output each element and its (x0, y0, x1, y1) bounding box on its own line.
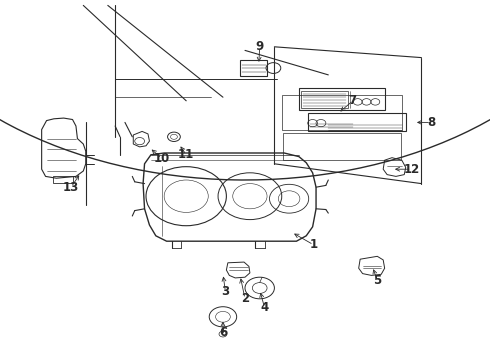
Text: 1: 1 (310, 238, 318, 251)
Bar (53, 176, 73, 183)
Bar (299, 88, 385, 110)
Bar (283, 133, 401, 160)
Text: 13: 13 (63, 181, 79, 194)
Text: 11: 11 (178, 148, 195, 161)
Text: 2: 2 (241, 292, 249, 305)
Text: 8: 8 (427, 116, 435, 129)
Text: 4: 4 (261, 301, 269, 314)
Text: 5: 5 (373, 274, 381, 287)
Text: 3: 3 (221, 285, 229, 298)
Text: 12: 12 (403, 163, 420, 176)
Bar (308, 113, 406, 131)
Bar (301, 91, 348, 108)
Bar (240, 60, 267, 76)
Text: 6: 6 (219, 327, 227, 339)
Text: 7: 7 (349, 94, 357, 107)
Text: 9: 9 (256, 40, 264, 53)
Text: 10: 10 (153, 152, 170, 165)
Bar (282, 95, 402, 130)
